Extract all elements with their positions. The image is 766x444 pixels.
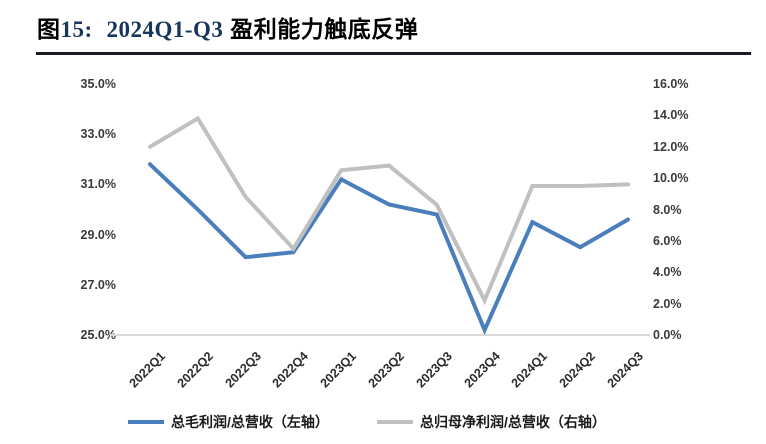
y-tick-left: 27.0%: [80, 277, 116, 292]
figure-title-period: 2024Q1-Q3: [106, 17, 224, 42]
y-tick-right: 0.0%: [653, 328, 682, 342]
figure-title-text: 盈利能力触底反弹: [230, 16, 419, 42]
plot-area: [148, 115, 630, 336]
legend-label: 总毛利润/总营收（左轴）: [171, 414, 329, 430]
y-tick-left: 35.0%: [80, 77, 116, 91]
y-tick-right: 10.0%: [653, 171, 689, 186]
legend-item: 总毛利润/总营收（左轴）: [128, 412, 329, 432]
series-line-0: [148, 162, 630, 336]
legend-label: 总归母净利润/总营收（右轴）: [420, 414, 606, 430]
y-tick-left: 31.0%: [80, 177, 116, 192]
y-tick-right: 6.0%: [653, 233, 682, 248]
legend-line-swatch: [377, 420, 413, 424]
y-tick-right: 14.0%: [653, 108, 689, 123]
y-tick-left: 29.0%: [80, 227, 116, 242]
y-tick-right: 4.0%: [653, 265, 682, 280]
y-tick-right: 12.0%: [653, 139, 689, 154]
legend-line-swatch: [128, 420, 164, 424]
title-underline: [36, 52, 751, 55]
y-tick-left: 33.0%: [80, 127, 116, 142]
y-tick-right: 16.0%: [653, 77, 689, 91]
y-tick-right: 2.0%: [653, 296, 682, 311]
figure-number: 15:: [60, 17, 93, 42]
figure-title: 图15: 2024Q1-Q3 盈利能力触底反弹: [37, 10, 757, 48]
figure-title-label: 图: [37, 16, 61, 42]
legend-item: 总归母净利润/总营收（右轴）: [377, 412, 606, 432]
x-axis-baseline: [110, 334, 650, 336]
series-line-1: [148, 115, 630, 306]
y-tick-left: 25.0%: [80, 328, 116, 342]
y-tick-right: 8.0%: [653, 202, 682, 217]
